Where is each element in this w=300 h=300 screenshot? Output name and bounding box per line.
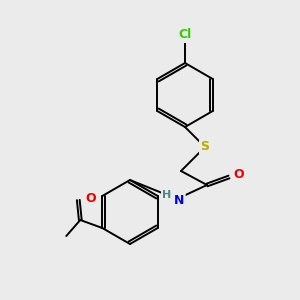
- Text: O: O: [234, 169, 244, 182]
- Text: Cl: Cl: [178, 28, 192, 41]
- Text: O: O: [85, 191, 96, 205]
- Text: S: S: [200, 140, 209, 154]
- Text: H: H: [162, 190, 172, 200]
- Text: N: N: [174, 194, 184, 208]
